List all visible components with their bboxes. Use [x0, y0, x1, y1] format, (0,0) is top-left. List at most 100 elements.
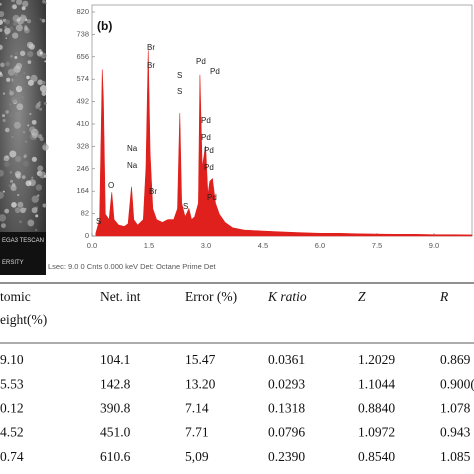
- peak-label: Pd: [204, 146, 214, 155]
- sem-particle: [39, 107, 43, 111]
- sem-particle: [7, 68, 16, 76]
- x-tick-label: 6.0: [315, 241, 325, 250]
- sem-particle: [21, 14, 24, 17]
- sem-particle: [16, 18, 19, 22]
- sem-info-bar: [0, 232, 46, 275]
- table-cell: 390.8: [100, 400, 131, 415]
- sem-particle: [10, 96, 18, 104]
- sem-particle: [38, 101, 41, 104]
- sem-particle: [25, 180, 32, 187]
- sem-particle: [41, 80, 46, 85]
- sem-particle: [9, 89, 12, 92]
- peak-label: Br: [147, 61, 155, 70]
- sem-particle: [0, 191, 4, 200]
- sem-particle: [27, 79, 34, 86]
- table-cell: 4.52: [0, 425, 24, 440]
- y-tick-label: 410: [76, 119, 89, 128]
- sem-particle: [12, 4, 18, 10]
- x-tick-label: 0.0: [87, 241, 97, 250]
- sem-particle: [4, 25, 8, 29]
- table-cell: 0.12: [0, 400, 24, 415]
- sem-particle: [0, 214, 7, 222]
- peak-label: O: [108, 181, 114, 190]
- sem-particle: [10, 54, 13, 58]
- sem-particle: [44, 60, 47, 63]
- table-cell: 1.085: [440, 449, 471, 464]
- sem-particle: [0, 28, 3, 32]
- table-header: K ratio: [267, 289, 307, 304]
- sem-particle: [13, 141, 16, 144]
- sem-particle: [4, 208, 10, 214]
- x-tick-label: 9.0: [429, 241, 439, 250]
- sem-particle: [4, 161, 10, 167]
- sem-particle: [0, 19, 3, 25]
- peak-label: Br: [147, 43, 155, 52]
- sem-particle: [39, 51, 43, 55]
- sem-particle: [39, 85, 48, 93]
- sem-label: EGA3 TESCAN: [2, 238, 44, 244]
- sem-particle: [14, 55, 18, 60]
- table-cell: 0.0293: [268, 376, 305, 391]
- sem-particle: [24, 26, 29, 31]
- x-tick-label: 3.0: [201, 241, 211, 250]
- table-cell: 0.900(: [440, 376, 474, 391]
- table-cell: 15.47: [185, 352, 216, 367]
- sem-particle: [9, 103, 12, 106]
- sem-particle: [0, 62, 5, 68]
- y-tick-label: 574: [76, 74, 89, 83]
- sem-particle: [5, 110, 9, 114]
- peak-label: S: [177, 71, 182, 80]
- sem-particle: [23, 160, 29, 167]
- y-tick-label: 738: [76, 29, 89, 38]
- table-cell: 1.2029: [358, 352, 395, 367]
- table-header: eight(%): [0, 312, 47, 327]
- sem-particle: [42, 0, 46, 4]
- sem-particle: [20, 15, 27, 21]
- sem-texture: [0, 0, 49, 232]
- sem-particle: [14, 207, 21, 214]
- sem-particle: [0, 2, 2, 6]
- sem-particle: [21, 175, 26, 180]
- sem-particle: [2, 119, 6, 123]
- sem-particle: [36, 194, 40, 197]
- table-cell: 1.1044: [358, 376, 395, 391]
- table-cell: 451.0: [100, 425, 131, 440]
- sem-particle: [35, 184, 43, 191]
- sem-particle: [4, 27, 11, 35]
- sem-particle: [26, 19, 32, 24]
- sem-particle: [29, 112, 32, 116]
- sem-particle: [9, 90, 14, 96]
- table-cell: 610.6: [100, 449, 131, 464]
- sem-particle: [23, 155, 26, 159]
- sem-particle: [37, 79, 43, 86]
- sem-particle: [35, 228, 38, 232]
- sem-particle: [13, 21, 18, 26]
- sem-particle: [43, 142, 47, 146]
- sem-particle: [32, 196, 35, 199]
- peak-label: S: [96, 217, 101, 226]
- panel-label: (b): [97, 19, 112, 33]
- table-cell: 9.10: [0, 352, 24, 367]
- sem-particle: [5, 127, 10, 133]
- sem-particle: [37, 165, 44, 172]
- sem-particle: [41, 18, 46, 23]
- table-cell: 0.74: [0, 449, 24, 464]
- sem-particle: [31, 132, 39, 139]
- peak-label: Pd: [196, 57, 206, 66]
- table-header: tomic: [0, 289, 31, 304]
- table-header: R: [439, 289, 449, 304]
- sem-particle: [9, 171, 13, 174]
- sem-particle: [22, 0, 29, 8]
- table-cell: 142.8: [100, 376, 131, 391]
- sem-particle: [4, 19, 10, 25]
- table-header: Z: [358, 289, 366, 304]
- sem-particle: [14, 170, 22, 178]
- y-tick-label: 0: [85, 231, 89, 240]
- y-tick-label: 656: [76, 52, 89, 61]
- sem-particle: [0, 71, 2, 76]
- sem-particle: [9, 26, 14, 31]
- table-cell: 104.1: [100, 352, 130, 367]
- sem-particle: [10, 184, 17, 191]
- spectrum-footer: Lsec: 9.0 0 Cnts 0.000 keV Det: Octane P…: [48, 262, 216, 271]
- sem-particle: [9, 112, 15, 118]
